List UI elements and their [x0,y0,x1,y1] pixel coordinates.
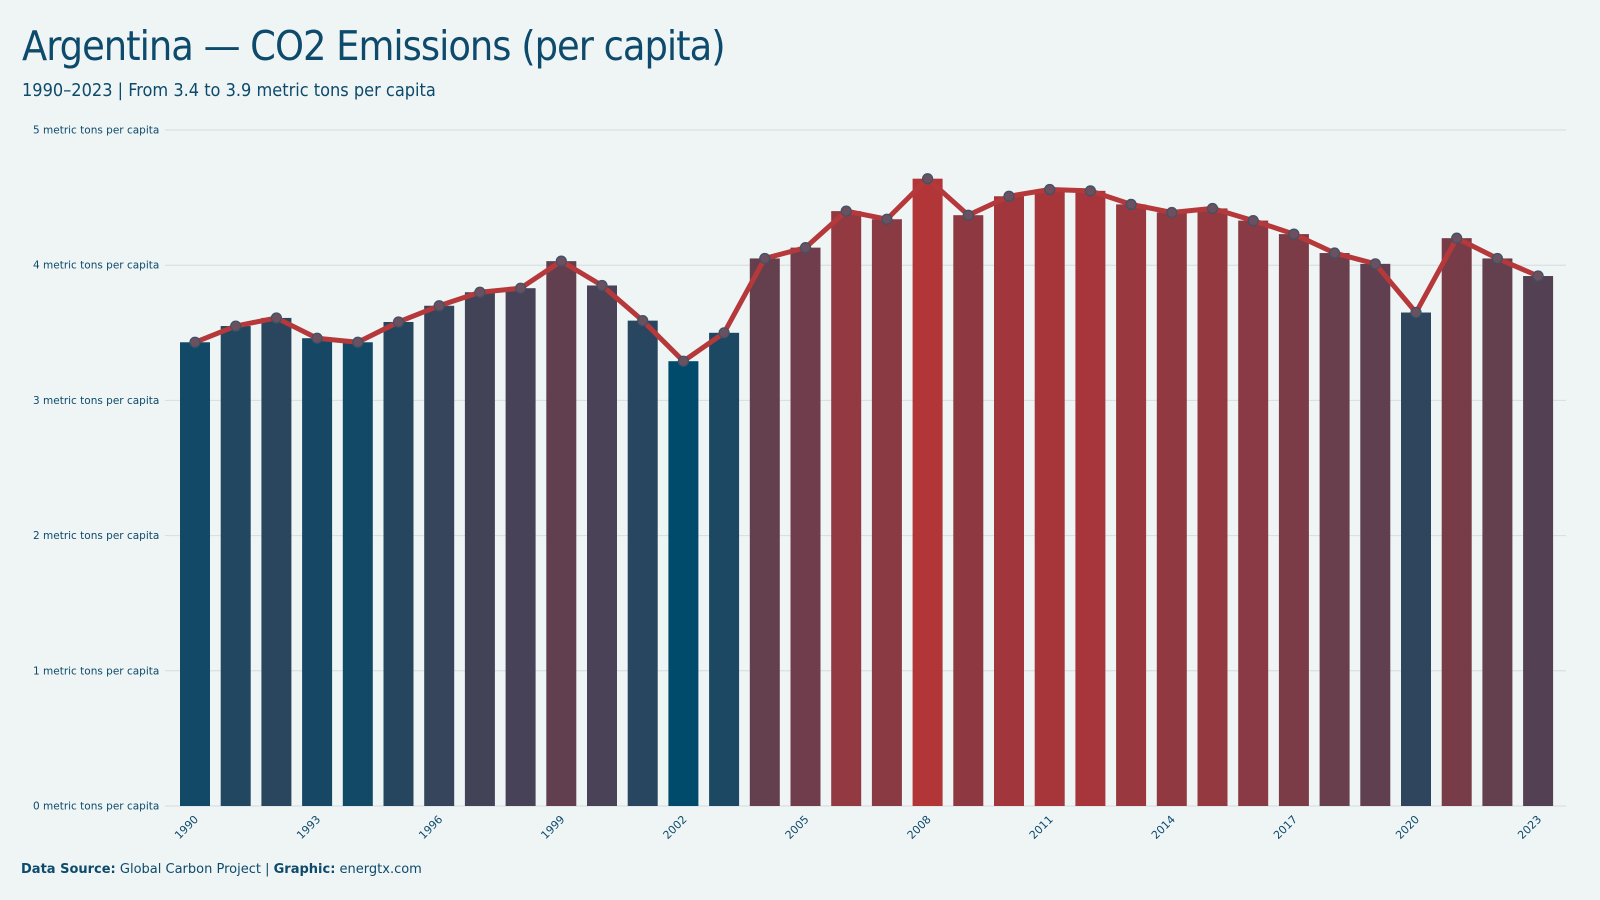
bar-2010 [994,196,1024,807]
point-1994 [352,336,364,348]
point-2005 [799,242,812,254]
point-2001 [637,315,649,327]
bar-2018 [1319,253,1350,807]
y-tick-label: 2 metric tons per capita [33,530,159,542]
point-2021 [1451,232,1463,244]
bar-1999 [546,261,577,806]
point-2011 [1044,183,1056,196]
bar-1996 [424,305,455,806]
chart-subtitle: 1990–2023 | From 3.4 to 3.9 metric tons … [22,80,436,101]
bar-2011 [1034,189,1065,806]
point-2000 [596,279,608,292]
bar-2001 [627,320,658,806]
x-tick-label: 2017 [1271,813,1300,842]
bar-1995 [383,321,414,806]
point-2002 [677,355,690,367]
point-2016 [1247,214,1259,227]
bar-2000 [587,285,617,807]
footer-credits: Data Source: Global Carbon Project | Gra… [21,862,422,877]
bar-2013 [1116,204,1147,807]
bar-2012 [1075,190,1106,807]
series-line [192,176,1541,364]
point-1995 [392,316,405,328]
bar-2002 [668,361,699,806]
bar-1997 [464,292,495,806]
x-tick-label: 2014 [1149,813,1178,842]
bar-1994 [342,342,373,806]
y-tick-label: 4 metric tons per capita [33,260,159,272]
point-1993 [311,332,323,344]
point-2004 [759,252,771,265]
bar-2022 [1482,258,1513,806]
bar-2014 [1156,212,1187,807]
point-2015 [1206,202,1219,215]
point-2009 [962,209,974,221]
bar-1991 [220,326,251,806]
point-2017 [1288,228,1300,240]
x-tick-label: 1990 [172,813,201,842]
bar-2016 [1238,220,1269,807]
point-2022 [1491,252,1504,265]
point-2019 [1369,258,1381,270]
x-tick-label: 1993 [294,813,323,842]
bar-1993 [302,338,333,806]
point-2008 [921,173,934,185]
chart-title: Argentina — CO2 Emissions (per capita) [22,22,726,70]
x-tick-label: 2023 [1515,813,1544,842]
x-tick-label: 2008 [905,813,934,842]
y-tick-label: 5 metric tons per capita [33,125,159,137]
point-2012 [1084,185,1097,197]
source-label: Data Source: [21,862,116,877]
bar-1990 [180,342,210,806]
bar-1992 [261,317,292,806]
point-2006 [840,205,852,217]
bar-2017 [1278,234,1309,806]
point-1992 [270,312,282,324]
bar-2007 [871,219,902,806]
bar-2023 [1523,276,1554,806]
source-value: Global Carbon Project [119,862,261,877]
x-tick-label: 1999 [538,813,567,842]
point-1997 [474,286,486,298]
point-1998 [514,282,527,294]
point-2020 [1410,306,1422,319]
point-1999 [555,255,567,267]
bar-2019 [1360,263,1391,806]
y-tick-label: 0 metric tons per capita [33,801,159,813]
point-2023 [1532,270,1544,282]
point-2007 [881,213,893,225]
x-tick-label: 2011 [1027,813,1056,842]
point-1990 [189,336,201,348]
bar-2003 [709,332,740,806]
y-tick-label: 1 metric tons per capita [33,665,159,677]
point-2014 [1166,206,1178,219]
bar-2004 [749,258,780,806]
point-1996 [433,300,445,312]
bar-2005 [790,247,821,806]
bar-2021 [1441,238,1472,806]
bar-1998 [505,288,536,807]
x-tick-label: 2002 [661,813,690,842]
bar-2020 [1401,312,1431,806]
bar-2006 [831,211,862,806]
x-tick-label: 2020 [1393,813,1422,842]
bar-2009 [953,215,984,806]
y-tick-label: 3 metric tons per capita [33,395,159,407]
point-2018 [1328,247,1341,259]
x-tick-label: 1996 [416,813,445,842]
bar-2015 [1197,208,1228,806]
graphic-label: Graphic: [273,862,336,877]
bar-2008 [912,178,943,806]
x-tick-label: 2005 [783,813,812,842]
point-1991 [230,320,242,332]
footer-separator: | [265,862,270,877]
point-2013 [1125,198,1137,210]
graphic-value: energtx.com [339,862,422,877]
point-2003 [718,327,730,339]
point-2010 [1003,190,1015,202]
